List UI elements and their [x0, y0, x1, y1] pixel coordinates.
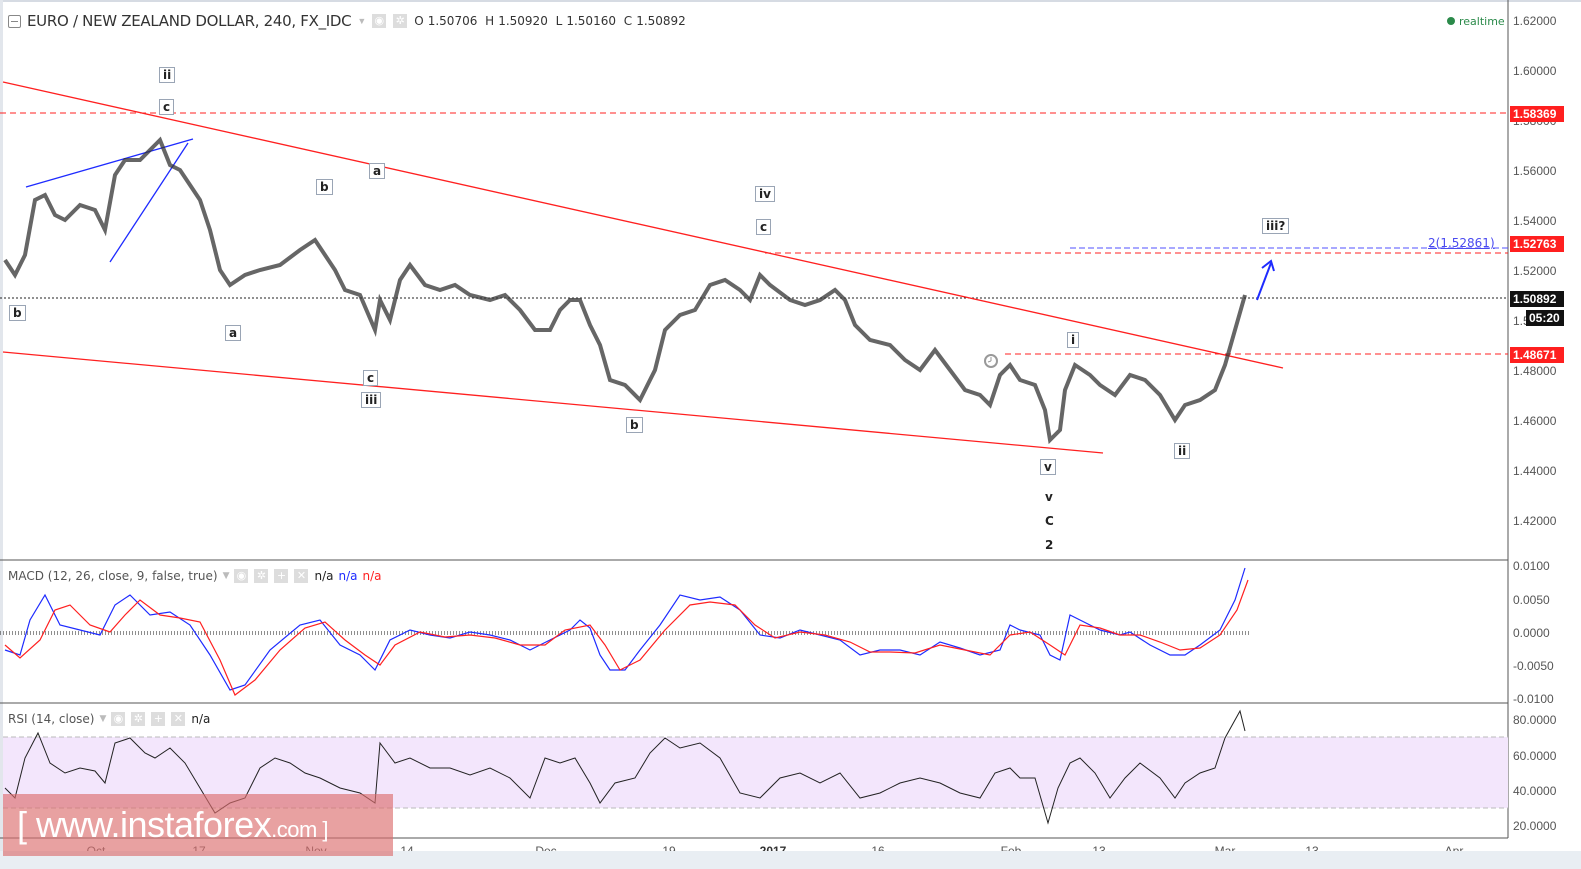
- rsi-tick: 60.0000: [1513, 749, 1557, 763]
- collapse-icon[interactable]: [8, 14, 21, 28]
- settings-icon[interactable]: ✲: [131, 712, 146, 726]
- settings-icon[interactable]: ✲: [393, 14, 408, 28]
- wave-label[interactable]: c: [756, 219, 772, 235]
- macd-legend: MACD (12, 26, close, 9, false, true) ▼ ◉…: [8, 569, 382, 583]
- wave-label[interactable]: 2: [1045, 538, 1054, 552]
- macd-signal-value: n/a: [362, 569, 382, 583]
- add-icon[interactable]: +: [274, 569, 289, 583]
- wave-label[interactable]: iii: [361, 392, 382, 408]
- settings-icon[interactable]: ✲: [254, 569, 269, 583]
- macd-tick: 0.0050: [1513, 593, 1550, 607]
- macd-hist-value: n/a: [314, 569, 334, 583]
- watermark: [ www.instaforex.com ]: [3, 794, 393, 856]
- wave-label[interactable]: v: [1045, 490, 1053, 504]
- watermark-text: [ www.instaforex: [17, 804, 272, 845]
- wave-label[interactable]: c: [159, 99, 175, 115]
- visibility-icon[interactable]: ◉: [234, 569, 249, 583]
- low-value: 1.50160: [566, 14, 616, 28]
- rsi-tick: 20.0000: [1513, 819, 1557, 833]
- wave-label[interactable]: a: [369, 163, 386, 179]
- price-tick: 1.60000: [1513, 64, 1557, 78]
- price-tick: 1.56000: [1513, 164, 1557, 178]
- dropdown-caret-icon[interactable]: ▼: [222, 571, 230, 581]
- close-label: C: [623, 14, 633, 28]
- wave-label[interactable]: b: [9, 305, 26, 321]
- open-label: O: [414, 14, 424, 28]
- wave-label[interactable]: b: [316, 179, 333, 195]
- rsi-tick: 40.0000: [1513, 784, 1557, 798]
- top-border: [0, 0, 1581, 2]
- macd-tick: 0.0100: [1513, 559, 1550, 573]
- watermark-suffix: .com ]: [271, 817, 328, 842]
- macd-title[interactable]: MACD (12, 26, close, 9, false, true): [8, 569, 218, 583]
- close-icon[interactable]: ✕: [294, 569, 309, 583]
- add-icon[interactable]: +: [151, 712, 166, 726]
- macd-line-value: n/a: [338, 569, 358, 583]
- macd-tick: -0.0050: [1513, 659, 1554, 673]
- rsi-tick: 80.0000: [1513, 713, 1557, 727]
- price-tick: 1.62000: [1513, 14, 1557, 28]
- fib-extension-label: 2(1.52861): [1428, 236, 1495, 250]
- wave-label[interactable]: i: [1067, 332, 1080, 348]
- close-icon[interactable]: ✕: [171, 712, 186, 726]
- wave-label[interactable]: a: [225, 325, 242, 341]
- wave-label[interactable]: b: [626, 417, 643, 433]
- countdown-tag: 05:20: [1526, 310, 1564, 326]
- wave-label[interactable]: iv: [755, 186, 775, 202]
- level-tag-lower: 1.48671: [1510, 347, 1564, 363]
- open-value: 1.50706: [427, 14, 478, 28]
- status-dot-icon: [1447, 17, 1455, 25]
- wave-label[interactable]: v: [1040, 459, 1056, 475]
- price-tick: 1.52000: [1513, 264, 1557, 278]
- rsi-legend: RSI (14, close) ▼ ◉ ✲ + ✕ n/a: [8, 712, 210, 726]
- wave-label[interactable]: c: [363, 370, 379, 386]
- visibility-icon[interactable]: ◉: [372, 14, 387, 28]
- level-tag-upper: 1.58369: [1510, 106, 1564, 122]
- macd-tick: 0.0000: [1513, 626, 1550, 640]
- dropdown-caret-icon[interactable]: ▼: [99, 714, 107, 724]
- realtime-status: realtime: [1447, 15, 1505, 28]
- wave-label[interactable]: C: [1045, 514, 1054, 528]
- status-text: realtime: [1459, 15, 1505, 28]
- close-value: 1.50892: [636, 14, 686, 28]
- bottom-bar: [0, 851, 1581, 869]
- price-tick: 1.48000: [1513, 364, 1557, 378]
- high-value: 1.50920: [498, 14, 548, 28]
- high-label: H: [485, 14, 495, 28]
- ohlc-values: O 1.50706 H 1.50920 L 1.50160 C 1.50892: [414, 14, 690, 28]
- macd-chart[interactable]: [0, 560, 1508, 703]
- last-price-tag: 1.50892: [1510, 291, 1564, 307]
- symbol-legend: EURO / NEW ZEALAND DOLLAR, 240, FX_IDC ▼…: [8, 12, 690, 30]
- rsi-title[interactable]: RSI (14, close): [8, 712, 95, 726]
- wave-label[interactable]: ii: [159, 67, 176, 83]
- symbol-title[interactable]: EURO / NEW ZEALAND DOLLAR, 240, FX_IDC: [27, 12, 352, 30]
- alert-clock-icon[interactable]: [983, 353, 999, 369]
- level-tag-target: 1.52763: [1510, 236, 1564, 252]
- price-tick: 1.46000: [1513, 414, 1557, 428]
- price-tick: 1.54000: [1513, 214, 1557, 228]
- wave-label[interactable]: iii?: [1262, 218, 1290, 234]
- price-tick: 1.42000: [1513, 514, 1557, 528]
- price-tick: 1.44000: [1513, 464, 1557, 478]
- left-border: [0, 0, 3, 869]
- wave-label[interactable]: ii: [1174, 443, 1191, 459]
- dropdown-caret-icon[interactable]: ▼: [357, 16, 367, 26]
- low-label: L: [555, 14, 563, 28]
- visibility-icon[interactable]: ◉: [111, 712, 126, 726]
- macd-tick: -0.0100: [1513, 692, 1554, 706]
- rsi-value: n/a: [191, 712, 211, 726]
